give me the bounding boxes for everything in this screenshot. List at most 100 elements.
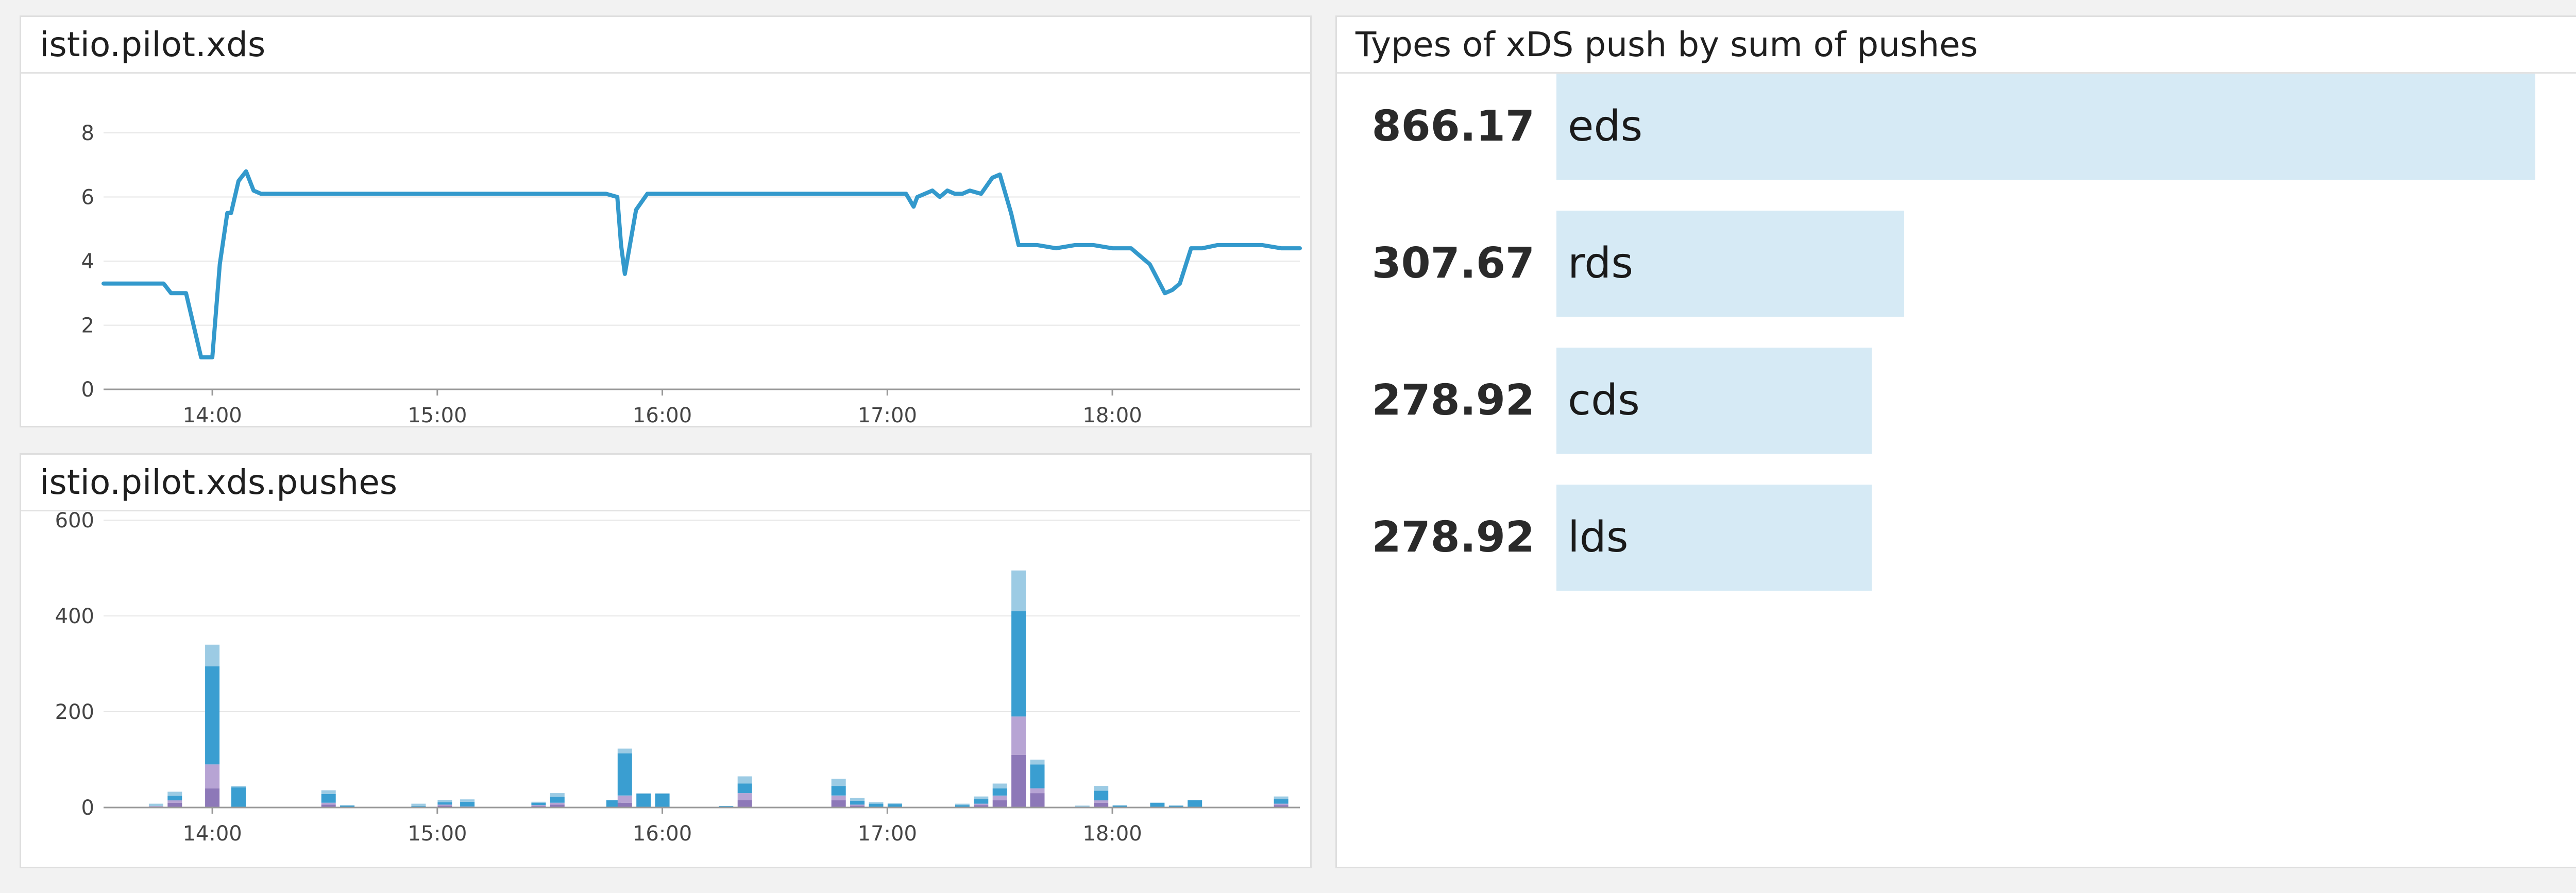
bar-segment[interactable] [1030, 793, 1045, 808]
bar-segment[interactable] [887, 804, 902, 808]
bar-segment[interactable] [992, 788, 1007, 796]
bar-segment[interactable] [617, 802, 632, 808]
bar-segment[interactable] [737, 776, 752, 784]
bar-segment[interactable] [831, 795, 846, 801]
bar-segment[interactable] [992, 795, 1007, 801]
bar-segment[interactable] [655, 793, 670, 794]
bar-segment[interactable] [831, 786, 846, 796]
bar-segment[interactable] [411, 803, 426, 806]
y-tick-label: 6 [81, 186, 94, 210]
bar-segment[interactable] [655, 794, 670, 808]
bar-segment[interactable] [1030, 764, 1045, 788]
bar-segment[interactable] [831, 779, 846, 786]
bar-segment[interactable] [869, 803, 884, 808]
bar-segment[interactable] [1168, 805, 1183, 808]
bar-segment[interactable] [321, 794, 336, 803]
bar-segment[interactable] [1094, 802, 1109, 808]
bar-segment[interactable] [955, 805, 970, 808]
bar-segment[interactable] [974, 803, 989, 805]
bar-segment[interactable] [437, 805, 452, 808]
bar-segment[interactable] [869, 802, 884, 804]
bar-segment[interactable] [167, 792, 182, 796]
bar-segment[interactable] [850, 805, 865, 808]
bar-segment[interactable] [1274, 803, 1289, 805]
bar-segment[interactable] [460, 801, 475, 807]
bar-segment[interactable] [737, 800, 752, 808]
bar-segment[interactable] [531, 805, 546, 806]
bar-segment[interactable] [955, 803, 970, 805]
bar-segment[interactable] [167, 795, 182, 801]
bar-segment[interactable] [992, 783, 1007, 788]
bar-segment[interactable] [148, 803, 163, 806]
bar-segment[interactable] [550, 804, 565, 808]
bar-segment[interactable] [1150, 802, 1165, 808]
bar-segment[interactable] [636, 794, 651, 808]
bar-segment[interactable] [974, 805, 989, 808]
bar-segment[interactable] [321, 804, 336, 808]
bar-segment[interactable] [1274, 805, 1289, 808]
bar-segment[interactable] [1011, 611, 1026, 717]
x-tick-label: 15:00 [408, 404, 467, 426]
bar-segment[interactable] [1030, 788, 1045, 794]
bar-segment[interactable] [231, 786, 246, 787]
xds-line-chart[interactable]: 0 2 4 6 8 14:00 15:00 16:00 17:00 18:00 [21, 74, 1310, 426]
bar-segment[interactable] [460, 799, 475, 802]
bar-segment[interactable] [205, 666, 220, 765]
bar-segment[interactable] [321, 790, 336, 794]
bar-segment[interactable] [850, 804, 865, 806]
bar-segment[interactable] [1011, 754, 1026, 808]
bar-segment[interactable] [636, 793, 651, 794]
bar-segment[interactable] [1274, 796, 1289, 799]
bar-segment[interactable] [340, 805, 355, 808]
bar-segment[interactable] [1094, 791, 1109, 801]
bar-segment[interactable] [1075, 805, 1090, 808]
toplist-value: 278.92 [1371, 513, 1535, 562]
toplist-row[interactable]: 866.17 eds [1337, 74, 2576, 180]
bar-segment[interactable] [531, 802, 546, 805]
bar-segment[interactable] [606, 800, 621, 808]
toplist-row[interactable]: 278.92 lds [1337, 485, 2576, 591]
bar-segment[interactable] [850, 798, 865, 801]
bar-segment[interactable] [167, 802, 182, 808]
toplist-row[interactable]: 307.67 rds [1337, 211, 2576, 317]
bar-segment[interactable] [1112, 805, 1127, 808]
bar-segment[interactable] [167, 800, 182, 803]
bar-segment[interactable] [850, 801, 865, 805]
bar-segment[interactable] [1274, 799, 1289, 804]
bar-segment[interactable] [1094, 800, 1109, 803]
bar-segment[interactable] [205, 788, 220, 808]
bar-segment[interactable] [887, 803, 902, 804]
toplist-bar [1556, 485, 1872, 591]
bar-segment[interactable] [321, 802, 336, 805]
bar-segment[interactable] [550, 793, 565, 797]
bar-segment[interactable] [1030, 760, 1045, 765]
bar-segment[interactable] [719, 806, 734, 808]
bar-segment[interactable] [737, 793, 752, 800]
bar-segment[interactable] [550, 802, 565, 805]
bar-segment[interactable] [437, 802, 452, 805]
bar-segment[interactable] [831, 800, 846, 808]
bar-segment[interactable] [1011, 716, 1026, 755]
bar-segment[interactable] [992, 800, 1007, 808]
bar-segment[interactable] [974, 799, 989, 804]
bar-segment[interactable] [737, 783, 752, 794]
series-line[interactable] [101, 169, 1302, 359]
y-tick-label: 200 [55, 700, 94, 724]
bar-segment[interactable] [1188, 800, 1202, 808]
bar-segment[interactable] [974, 796, 989, 799]
toplist-row[interactable]: 278.92 cds [1337, 348, 2576, 454]
bar-segment[interactable] [205, 644, 220, 666]
bar-segment[interactable] [617, 748, 632, 753]
bar-segment[interactable] [437, 800, 452, 802]
bar-segment[interactable] [411, 806, 426, 808]
bar-segment[interactable] [205, 764, 220, 788]
bar-segment[interactable] [231, 787, 246, 808]
bar-segment[interactable] [617, 753, 632, 796]
pushes-bar-chart[interactable]: 0 200 400 600 14:00 15:00 16:00 17:00 18:00 [21, 511, 1310, 867]
bar-segment[interactable] [1011, 570, 1026, 611]
bar-segment[interactable] [437, 804, 452, 806]
bar-segment[interactable] [550, 797, 565, 803]
bar-segment[interactable] [531, 801, 546, 803]
bar-segment[interactable] [1094, 786, 1109, 791]
bar-segment[interactable] [617, 795, 632, 803]
